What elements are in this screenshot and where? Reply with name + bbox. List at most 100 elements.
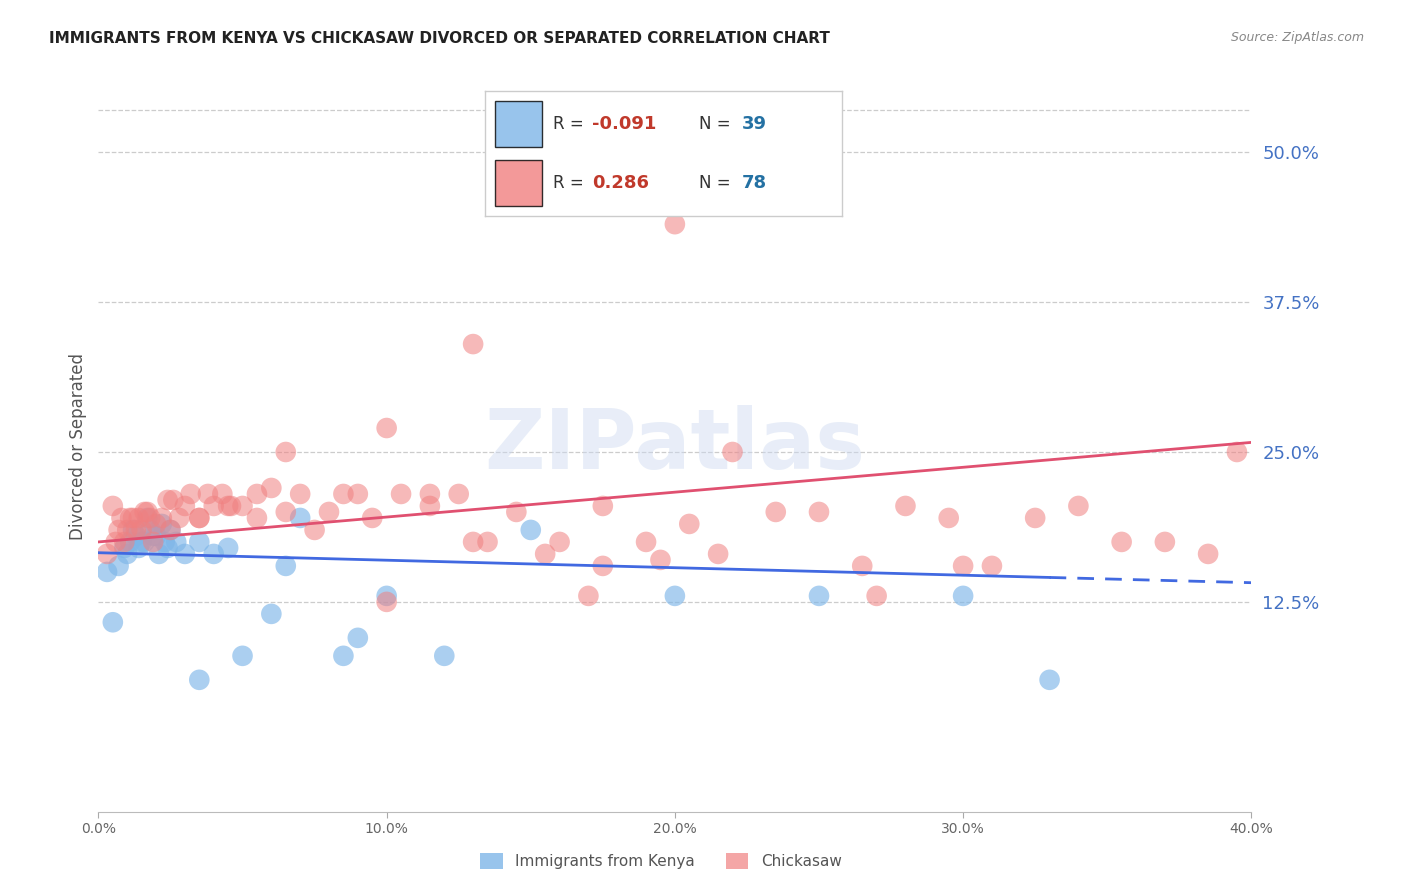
Point: [361, 511, 384, 525]
Point: [211, 487, 233, 501]
Point: [636, 535, 658, 549]
Point: [217, 541, 239, 555]
Point: [107, 558, 129, 573]
Point: [128, 511, 150, 525]
Point: [96, 565, 118, 579]
Point: [1067, 499, 1090, 513]
Point: [952, 589, 974, 603]
Point: [122, 511, 145, 525]
Point: [156, 541, 179, 555]
Point: [139, 523, 162, 537]
Point: [231, 499, 254, 513]
Point: [162, 492, 184, 507]
Point: [260, 481, 283, 495]
Point: [1024, 511, 1046, 525]
Point: [112, 541, 135, 555]
Point: [153, 535, 176, 549]
Point: [866, 589, 889, 603]
Point: [104, 535, 127, 549]
Point: [197, 487, 219, 501]
Point: [318, 505, 340, 519]
Point: [433, 648, 456, 663]
Point: [765, 505, 787, 519]
Point: [260, 607, 283, 621]
Point: [346, 487, 368, 501]
Point: [174, 547, 197, 561]
Point: [125, 523, 148, 537]
Point: [145, 529, 167, 543]
Point: [134, 535, 156, 549]
Point: [159, 523, 181, 537]
Point: [231, 648, 254, 663]
Point: [117, 547, 139, 561]
Point: [180, 487, 202, 501]
Point: [120, 535, 142, 549]
Point: [188, 535, 211, 549]
Point: [375, 595, 398, 609]
Point: [664, 589, 686, 603]
Point: [274, 445, 297, 459]
Point: [938, 511, 960, 525]
Point: [274, 505, 297, 519]
Point: [808, 589, 831, 603]
Point: [721, 445, 744, 459]
Point: [136, 511, 159, 525]
Point: [592, 499, 614, 513]
Point: [346, 631, 368, 645]
Text: IMMIGRANTS FROM KENYA VS CHICKASAW DIVORCED OR SEPARATED CORRELATION CHART: IMMIGRANTS FROM KENYA VS CHICKASAW DIVOR…: [49, 31, 830, 46]
Point: [142, 535, 165, 549]
Point: [156, 492, 179, 507]
Point: [107, 523, 129, 537]
Point: [290, 487, 312, 501]
Point: [142, 529, 165, 543]
Point: [534, 547, 557, 561]
Point: [202, 499, 225, 513]
Point: [290, 511, 312, 525]
Point: [165, 535, 187, 549]
Point: [131, 523, 153, 537]
Point: [707, 547, 730, 561]
Legend: Immigrants from Kenya, Chickasaw: Immigrants from Kenya, Chickasaw: [474, 847, 848, 875]
Point: [650, 553, 672, 567]
Point: [128, 541, 150, 555]
Point: [120, 511, 142, 525]
Point: [150, 516, 173, 531]
Point: [148, 547, 170, 561]
Point: [389, 487, 412, 501]
Point: [419, 487, 441, 501]
Point: [122, 523, 145, 537]
Point: [1197, 547, 1219, 561]
Point: [150, 511, 173, 525]
Point: [1226, 445, 1249, 459]
Point: [332, 648, 354, 663]
Point: [217, 499, 239, 513]
Point: [246, 487, 269, 501]
Point: [304, 523, 326, 537]
Point: [125, 529, 148, 543]
Point: [167, 511, 190, 525]
Point: [461, 337, 484, 351]
Point: [117, 523, 139, 537]
Point: [419, 499, 441, 513]
Point: [981, 558, 1004, 573]
Point: [1039, 673, 1062, 687]
Point: [101, 499, 124, 513]
Point: [188, 673, 211, 687]
Point: [274, 558, 297, 573]
Point: [134, 505, 156, 519]
Point: [477, 535, 499, 549]
Point: [375, 589, 398, 603]
Point: [1111, 535, 1133, 549]
Point: [188, 511, 211, 525]
Point: [894, 499, 917, 513]
Point: [678, 516, 700, 531]
Point: [136, 505, 159, 519]
Point: [159, 523, 181, 537]
Y-axis label: Divorced or Separated: Divorced or Separated: [69, 352, 87, 540]
Point: [188, 511, 211, 525]
Point: [332, 487, 354, 501]
Text: ZIPatlas: ZIPatlas: [485, 406, 865, 486]
Point: [578, 589, 600, 603]
Point: [952, 558, 974, 573]
Point: [219, 499, 242, 513]
